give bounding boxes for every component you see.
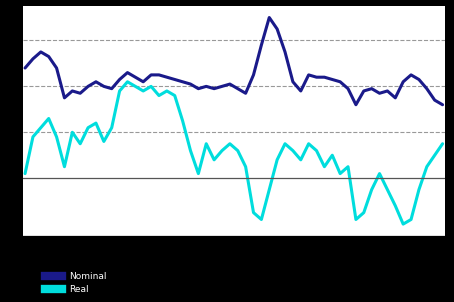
Legend: Nominal, Real: Nominal, Real [45, 272, 106, 294]
